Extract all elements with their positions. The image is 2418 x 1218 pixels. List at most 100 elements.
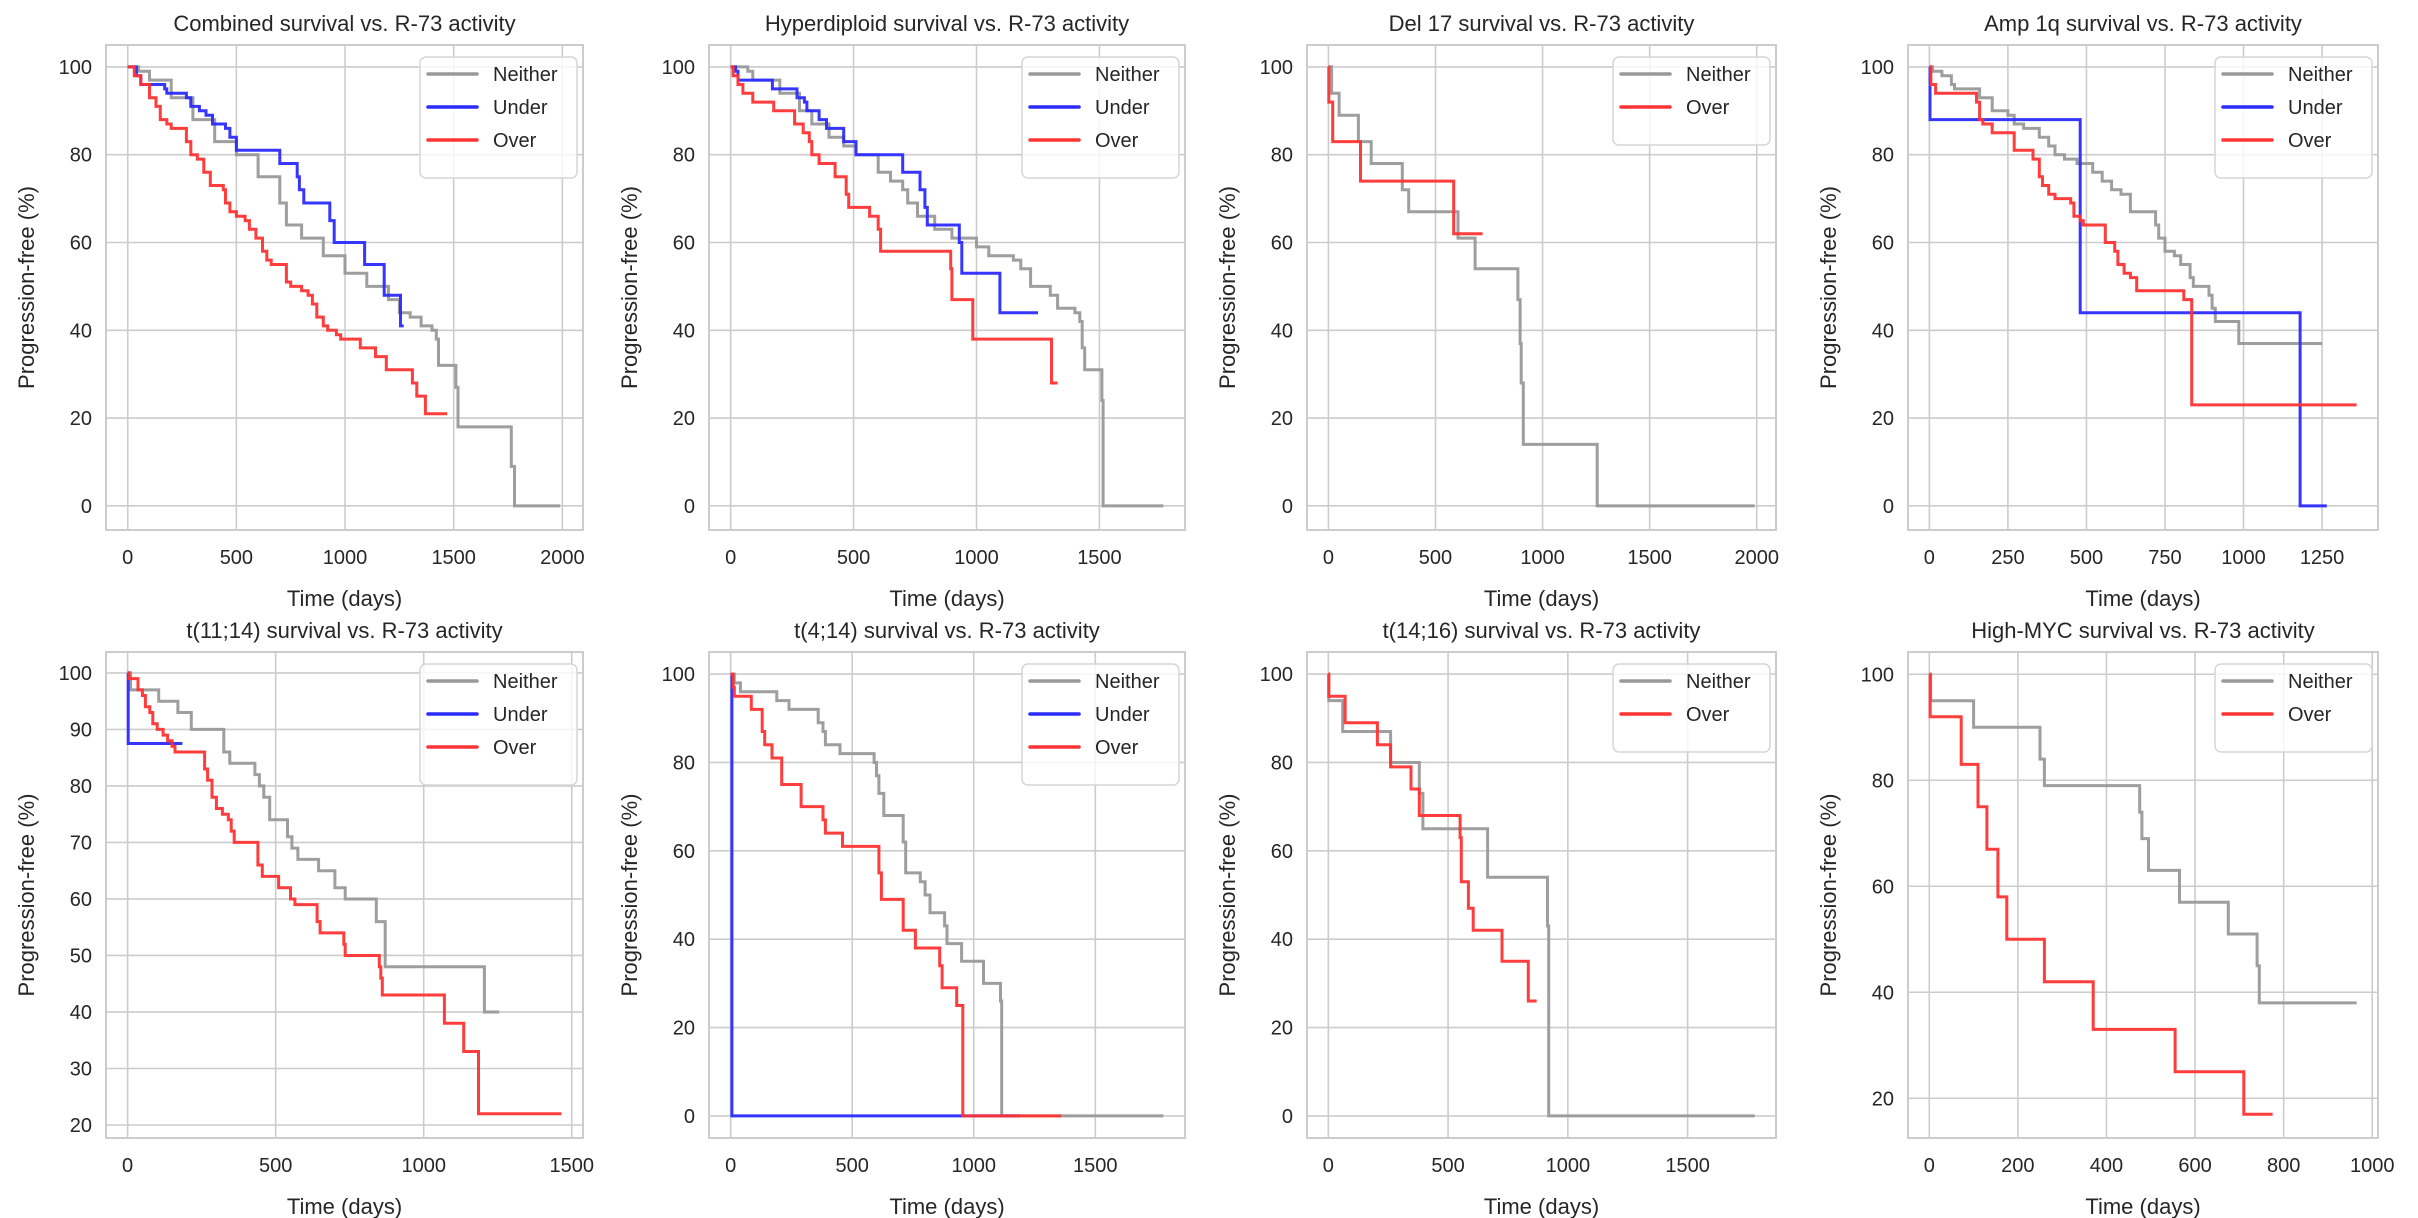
y-axis-label: Progression-free (%) (1215, 186, 1240, 389)
legend: Neither Under Over (419, 56, 578, 179)
x-tick-label: 1500 (431, 547, 476, 569)
legend-label-neither: Neither (1095, 64, 1160, 86)
y-tick-label: 60 (673, 233, 695, 255)
series-line-over (127, 65, 448, 416)
x-tick-label: 0 (725, 547, 736, 569)
x-axis-label: Time (days) (2085, 1194, 2200, 1218)
y-tick-label: 0 (1282, 496, 1293, 518)
legend-label-over: Over (1686, 704, 1730, 726)
legend-label-neither: Neither (1686, 671, 1751, 693)
subplot-combined: 0 500 1000 1500 2000 0 20 40 60 80 100 Combined sur… (14, 11, 585, 611)
subplot-t-4-14: 0 500 1000 1500 0 20 40 60 80 100 t(4;14) survival… (617, 618, 1186, 1218)
y-axis-label: Progression-free (%) (1215, 794, 1240, 997)
x-tick-label: 1000 (1546, 1155, 1591, 1177)
x-tick-label: 0 (122, 1155, 133, 1177)
x-tick-label: 0 (1323, 547, 1334, 569)
x-axis-label: Time (days) (2085, 586, 2200, 611)
x-axis-label: Time (days) (287, 586, 402, 611)
y-tick-label: 60 (70, 889, 92, 911)
y-axis-label: Progression-free (%) (14, 794, 39, 997)
chart-title: Combined survival vs. R-73 activity (173, 11, 515, 36)
axes-frame (1907, 651, 2379, 1139)
x-tick-label: 0 (1924, 547, 1935, 569)
legend-label-neither: Neither (2288, 671, 2353, 693)
chart-title: High-MYC survival vs. R-73 activity (1971, 618, 2315, 643)
y-tick-label: 40 (1271, 929, 1293, 951)
series-line-neither (730, 672, 1164, 1118)
x-tick-label: 0 (1924, 1155, 1935, 1177)
x-tick-label: 800 (2267, 1155, 2300, 1177)
x-tick-label: 1000 (2350, 1155, 2395, 1177)
legend: Neither Under Over (1021, 56, 1180, 179)
y-tick-label: 20 (1271, 408, 1293, 430)
subplot-t-14-16: 0 500 1000 1500 0 20 40 60 80 100 t(14;16) surviva… (1215, 618, 1777, 1218)
x-tick-label: 0 (725, 1155, 736, 1177)
y-tick-label: 40 (70, 1002, 92, 1024)
y-tick-label: 80 (1872, 145, 1894, 167)
legend-label-over: Over (493, 130, 537, 152)
y-tick-label: 30 (70, 1058, 92, 1080)
y-tick-label: 50 (70, 945, 92, 967)
legend-label-under: Under (1095, 97, 1150, 119)
y-tick-label: 40 (1872, 982, 1894, 1004)
x-tick-label: 1250 (2300, 547, 2345, 569)
x-tick-label: 1500 (549, 1155, 594, 1177)
series-line-neither (1929, 672, 2357, 1005)
legend-box (1612, 663, 1771, 753)
axes-frame (105, 44, 584, 531)
series-line-neither (1929, 65, 2323, 345)
y-tick-label: 90 (70, 719, 92, 741)
y-tick-label: 20 (1271, 1018, 1293, 1040)
y-axis-label: Progression-free (%) (14, 186, 39, 389)
axes-frame (105, 651, 584, 1139)
subplot-high-myc: 0 200 400 600 800 1000 20 40 60 80 100 High-MYC sur… (1816, 618, 2394, 1218)
legend-label-under: Under (1095, 704, 1150, 726)
x-tick-label: 1500 (1073, 1155, 1118, 1177)
y-tick-label: 100 (59, 663, 92, 685)
y-tick-label: 20 (70, 408, 92, 430)
legend: Neither Over (2214, 663, 2373, 753)
series-line-under (126, 671, 183, 745)
legend-label-over: Over (493, 737, 537, 759)
y-tick-label: 80 (673, 752, 695, 774)
series-group (1928, 65, 2357, 508)
x-tick-label: 500 (220, 547, 253, 569)
x-tick-label: 500 (259, 1155, 292, 1177)
x-axis-label: Time (days) (287, 1194, 402, 1218)
chart-title: t(11;14) survival vs. R-73 activity (186, 618, 502, 643)
y-tick-label: 100 (662, 57, 695, 79)
x-tick-label: 0 (122, 547, 133, 569)
y-tick-label: 40 (1872, 320, 1894, 342)
y-tick-label: 80 (1271, 145, 1293, 167)
series-line-over (1928, 672, 2273, 1116)
y-tick-label: 100 (1260, 57, 1293, 79)
series-line-under (730, 65, 1038, 315)
axes-frame (708, 44, 1186, 531)
series-line-neither (127, 671, 500, 1014)
legend-box (1612, 56, 1771, 146)
x-tick-label: 1500 (1665, 1155, 1710, 1177)
y-axis-label: Progression-free (%) (1816, 186, 1841, 389)
y-tick-label: 60 (70, 233, 92, 255)
y-tick-label: 60 (1271, 841, 1293, 863)
y-tick-label: 20 (1872, 408, 1894, 430)
x-tick-label: 500 (1419, 547, 1452, 569)
y-tick-label: 20 (673, 1018, 695, 1040)
subplot-hyperdiploid: 0 500 1000 1500 0 20 40 60 80 100 Hyperdiploid sur… (617, 11, 1186, 611)
y-tick-label: 0 (684, 496, 695, 518)
y-tick-label: 20 (70, 1115, 92, 1137)
series-line-over (730, 672, 1062, 1118)
legend-label-neither: Neither (1686, 64, 1751, 86)
x-axis-label: Time (days) (889, 586, 1004, 611)
y-tick-label: 80 (1271, 752, 1293, 774)
legend-box (419, 663, 578, 786)
series-line-neither (730, 65, 1164, 508)
legend-label-under: Under (493, 97, 548, 119)
y-tick-label: 80 (70, 776, 92, 798)
x-tick-label: 1000 (323, 547, 368, 569)
legend: Neither Over (1612, 663, 1771, 753)
axes-frame (1907, 44, 2379, 531)
x-tick-label: 500 (2070, 547, 2103, 569)
x-tick-label: 500 (836, 1155, 869, 1177)
